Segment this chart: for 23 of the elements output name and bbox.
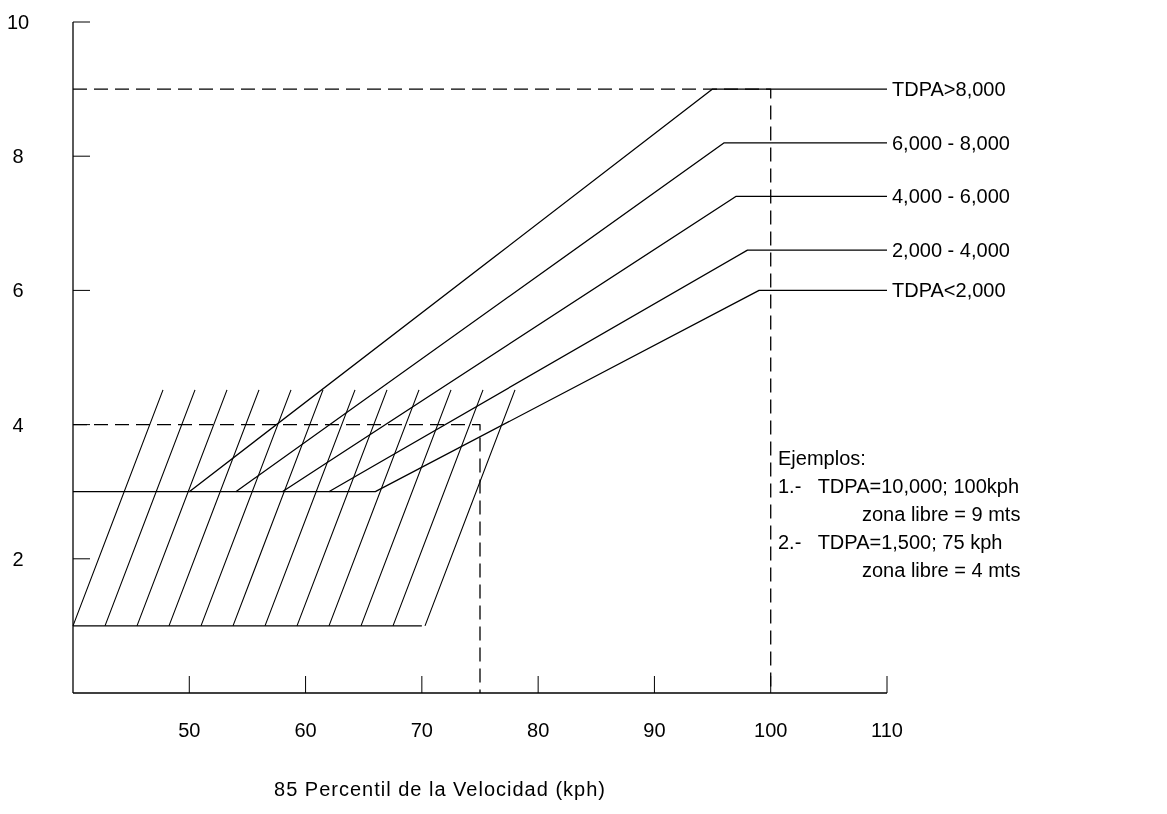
x-tick-label: 70	[410, 719, 433, 741]
series-label: 4,000 - 6,000	[892, 185, 1010, 208]
x-tick-label: 110	[871, 719, 903, 741]
y-tick-label: 6	[12, 279, 24, 302]
y-tick-label: 8	[12, 145, 24, 168]
y-tick-label: 2	[12, 547, 24, 570]
x-tick-label: 90	[643, 719, 666, 741]
x-tick-label: 60	[294, 719, 317, 741]
series-label: 2,000 - 4,000	[892, 239, 1010, 262]
x-axis-title: 85 Percentil de la Velocidad (kph)	[274, 778, 606, 800]
y-tick-label: 10	[6, 11, 30, 33]
series-label: TDPA>8,000	[892, 78, 1006, 101]
annotation: 2.- TDPA=1,500; 75 kph	[778, 531, 1003, 553]
series-label: 6,000 - 8,000	[892, 131, 1010, 154]
x-tick-label: 80	[527, 719, 550, 741]
annotation: zona libre = 9 mts	[862, 503, 1021, 525]
x-tick-label: 50	[178, 719, 201, 741]
annotation: zona libre = 4 mts	[862, 559, 1021, 581]
annotation: 1.- TDPA=10,000; 100kph	[778, 475, 1020, 497]
series-label: TDPA<2,000	[892, 279, 1006, 302]
y-tick-label: 4	[12, 413, 24, 436]
annotation: Ejemplos:	[778, 447, 866, 469]
x-tick-label: 100	[754, 719, 788, 741]
